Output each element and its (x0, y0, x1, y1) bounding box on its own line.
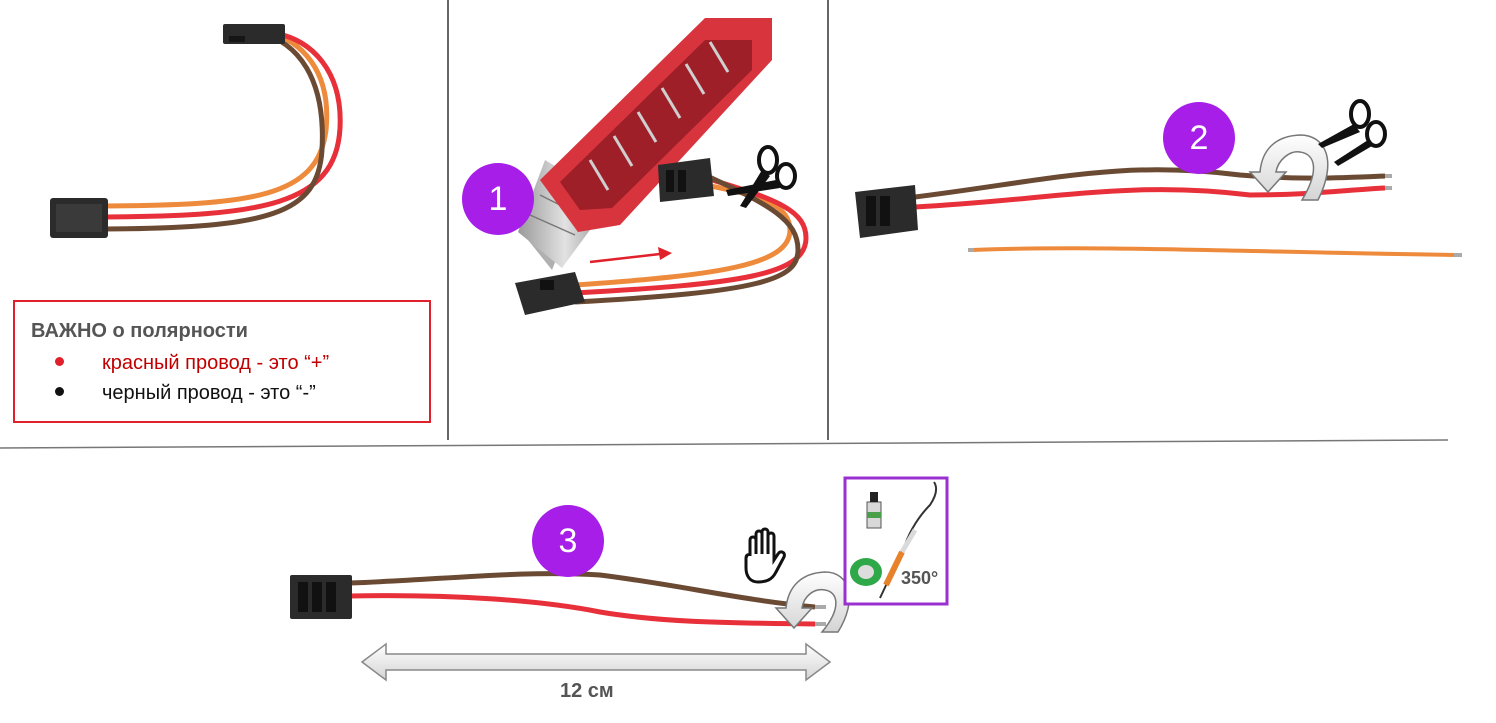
rotate-arrow-icon (1248, 134, 1329, 201)
servo-cable (50, 24, 343, 238)
step-badge-3: 3 (532, 505, 604, 577)
utility-knife (518, 18, 772, 270)
servo-cable-cut (515, 158, 809, 315)
red-bullet-icon (55, 357, 64, 367)
servo-cable-two-wires (855, 167, 1462, 257)
panel-dividers (0, 0, 1449, 449)
temperature-label: 350° (901, 568, 939, 588)
connector (223, 24, 285, 44)
note-title: ВАЖНО о полярности (31, 320, 248, 342)
polarity-note: ВАЖНО о полярности красный провод - это … (13, 300, 431, 423)
connector (658, 158, 714, 202)
scissors-icon (726, 145, 797, 208)
scissors-icon (1318, 99, 1387, 166)
step-badge-2: 2 (1163, 102, 1235, 174)
note-red-text: красный провод - это “+” (102, 352, 330, 374)
rotate-arrow-icon (774, 571, 851, 633)
connector (515, 272, 585, 315)
connector (50, 198, 108, 238)
length-label: 12 см (560, 680, 614, 702)
servo-cable-final (290, 571, 826, 627)
step-badge-1: 1 (462, 163, 534, 235)
right-arrow-icon (589, 247, 672, 264)
connector (290, 575, 352, 619)
note-black-text: черный провод - это “-” (102, 382, 316, 404)
black-bullet-icon (55, 387, 64, 397)
double-arrow-icon (360, 642, 832, 682)
hand-icon (744, 527, 786, 584)
soldering-kit-icon (843, 476, 949, 606)
note-black-wire: черный провод - это “-” (55, 382, 316, 405)
connector (855, 185, 918, 238)
note-red-wire: красный провод - это “+” (55, 352, 329, 375)
